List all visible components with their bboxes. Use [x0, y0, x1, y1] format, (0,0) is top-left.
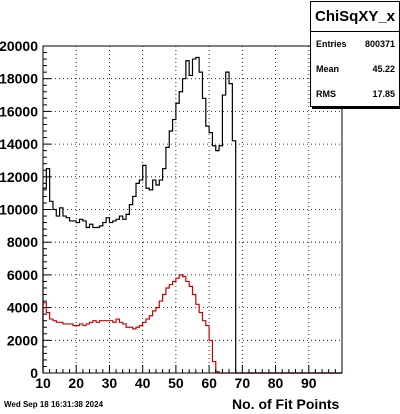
- y-tick-label: 8000: [7, 234, 38, 250]
- stats-label: Mean: [316, 64, 340, 74]
- histogram-series: [42, 56, 342, 374]
- y-tick-label: 6000: [7, 267, 38, 283]
- y-tick-label: 16000: [0, 103, 38, 119]
- timestamp-label: Wed Sep 18 16:31:38 2024: [4, 400, 104, 409]
- stats-value: 800371: [364, 39, 395, 49]
- y-tick-label: 0: [30, 365, 38, 381]
- y-tick-label: 12000: [0, 169, 38, 185]
- stats-row-entries: Entries 800371: [311, 32, 399, 57]
- stats-box: ChiSqXY_x Entries 800371 Mean 45.22 RMS …: [310, 1, 400, 107]
- x-tick-label: 90: [301, 375, 317, 391]
- stats-label: RMS: [316, 89, 336, 99]
- y-tick-label: 4000: [7, 300, 38, 316]
- y-tick-label: 18000: [0, 71, 38, 87]
- y-axis-ticks: 0 2000 4000 6000 8000 10000 12000 14000 16000 180…: [0, 38, 51, 381]
- stats-value: 17.85: [372, 89, 395, 99]
- x-tick-label: 60: [201, 375, 217, 391]
- x-tick-label: 80: [268, 375, 284, 391]
- stats-label: Entries: [316, 39, 347, 49]
- histogram-line: [42, 274, 342, 374]
- stats-row-rms: RMS 17.85: [311, 82, 399, 107]
- x-tick-label: 70: [235, 375, 251, 391]
- y-tick-label: 2000: [7, 332, 38, 348]
- y-tick-label: 14000: [0, 136, 38, 152]
- grid-lines: [43, 46, 342, 373]
- stats-row-mean: Mean 45.22: [311, 57, 399, 82]
- y-tick-label: 20000: [0, 38, 38, 54]
- y-tick-label: 10000: [0, 202, 38, 218]
- histogram-line: [42, 56, 342, 374]
- x-axis-ticks: 10 20 30 40 50 60 70 80 90: [35, 365, 336, 391]
- x-tick-label: 50: [168, 375, 184, 391]
- x-tick-label: 40: [135, 375, 151, 391]
- x-tick-label: 20: [68, 375, 84, 391]
- x-tick-label: 10: [35, 375, 51, 391]
- x-axis-title: No. of Fit Points: [232, 396, 340, 412]
- x-tick-label: 30: [102, 375, 118, 391]
- stats-title: ChiSqXY_x: [311, 2, 399, 32]
- stats-value: 45.22: [372, 64, 395, 74]
